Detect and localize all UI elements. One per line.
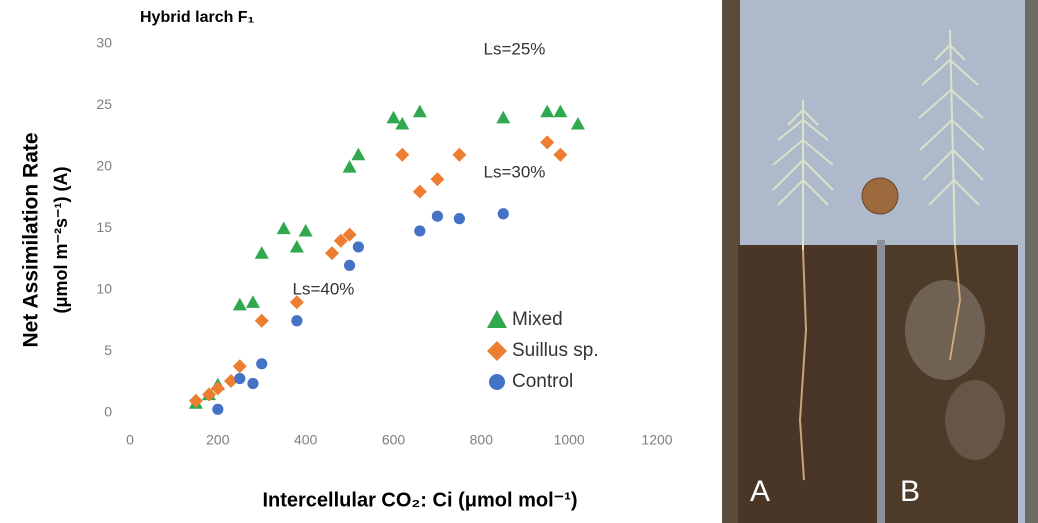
annotation: Ls=40%: [292, 279, 354, 298]
y-tick-label: 30: [96, 35, 112, 51]
data-point: [276, 221, 291, 235]
mycelium: [945, 380, 1005, 460]
data-point: [342, 160, 357, 173]
data-point: [202, 387, 217, 402]
y-axis-label: Net Assimilation Rate: [20, 132, 43, 347]
x-tick-label: 0: [126, 432, 134, 448]
y-tick-label: 5: [104, 342, 112, 358]
data-point: [298, 223, 313, 237]
data-point: [540, 104, 555, 118]
data-point: [333, 233, 348, 248]
chart-title: Hybrid larch F₁: [140, 9, 255, 26]
x-tick-label: 600: [382, 432, 406, 448]
data-point: [395, 116, 410, 130]
x-tick-label: 1000: [554, 432, 585, 448]
mycelium: [905, 280, 985, 380]
data-point: [553, 147, 568, 162]
y-tick-label: 25: [96, 96, 112, 112]
data-point: [342, 227, 357, 242]
data-point: [431, 210, 444, 222]
root-b: [949, 244, 962, 361]
data-point: [412, 104, 427, 118]
data-point: [453, 213, 465, 225]
data-point: [496, 110, 511, 124]
legend-label: Control: [512, 371, 573, 392]
y-tick-label: 20: [96, 158, 112, 174]
data-point: [386, 110, 401, 124]
x-tick-label: 200: [206, 432, 230, 448]
data-point: [325, 246, 340, 261]
data-point: [540, 135, 555, 150]
data-point: [570, 116, 585, 130]
data-point: [232, 359, 247, 374]
data-point: [289, 239, 304, 253]
data-point: [245, 295, 260, 308]
data-point: [291, 315, 303, 327]
annotation: Ls=25%: [484, 40, 546, 59]
data-point: [430, 172, 445, 187]
photo: A B: [722, 0, 1038, 523]
seedling-a: [772, 100, 834, 250]
x-axis-label: Intercellular CO₂: Ci (μmol mol⁻¹): [262, 489, 577, 511]
data-point: [254, 313, 269, 328]
legend-label: Mixed: [512, 309, 563, 330]
soil-box: [738, 245, 878, 523]
data-point: [553, 104, 568, 118]
legend-marker: [487, 341, 507, 361]
x-tick-label: 800: [470, 432, 494, 448]
data-point: [232, 297, 247, 311]
data-point: [412, 184, 427, 199]
data-point: [256, 358, 268, 370]
y-tick-label: 10: [96, 281, 112, 297]
chart: Hybrid larch F₁ Intercellular CO₂: Ci (μ…: [20, 9, 673, 511]
photo-edge: [722, 0, 740, 523]
data-point: [289, 295, 304, 310]
photo-edge: [1025, 0, 1038, 523]
data-point: [351, 147, 366, 161]
coin: [861, 177, 899, 215]
data-point: [234, 372, 246, 385]
photo-label: A: [750, 475, 770, 508]
data-point: [247, 377, 259, 390]
data-point: [254, 246, 269, 259]
legend-marker: [489, 374, 505, 390]
y-axis-label: (μmol m⁻²s⁻¹) (A): [51, 166, 71, 313]
data-point: [395, 147, 410, 162]
legend-marker: [487, 310, 507, 328]
divider: [877, 240, 885, 523]
y-tick-label: 15: [96, 219, 112, 235]
photo-label: B: [900, 475, 920, 508]
data-point: [343, 259, 356, 271]
root-a: [798, 249, 808, 481]
legend-label: Suillus sp.: [512, 340, 599, 361]
data-point: [188, 393, 203, 408]
annotation: Ls=30%: [484, 163, 546, 182]
data-point: [497, 208, 509, 220]
data-point: [212, 403, 224, 415]
data-point: [210, 381, 225, 396]
data-point: [414, 225, 426, 237]
x-tick-label: 400: [294, 432, 318, 448]
x-tick-label: 1200: [641, 432, 672, 448]
seedling-b: [918, 29, 985, 246]
data-point: [352, 241, 364, 253]
y-tick-label: 0: [104, 404, 112, 420]
data-point: [452, 147, 467, 162]
